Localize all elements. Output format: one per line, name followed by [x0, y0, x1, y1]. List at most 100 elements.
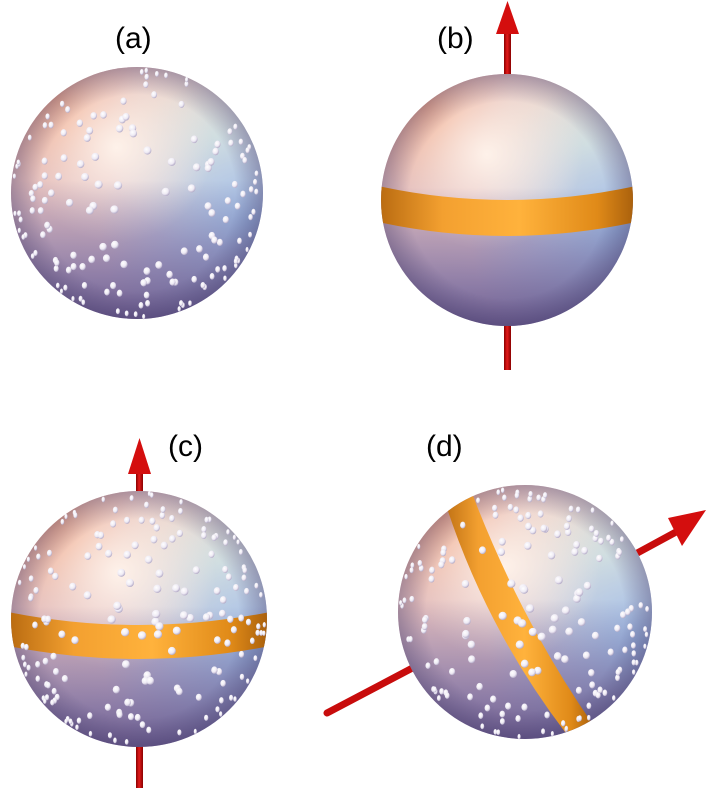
surface-particle: [588, 669, 595, 677]
surface-particle: [404, 573, 408, 580]
surface-particle: [116, 289, 123, 297]
surface-particle: [589, 681, 596, 689]
surface-particle: [606, 534, 612, 542]
surface-particle: [161, 187, 170, 197]
surface-particle: [577, 715, 582, 722]
surface-particle: [238, 614, 245, 622]
surface-particle: [94, 180, 103, 189]
surface-particle: [70, 251, 77, 260]
surface-particle: [249, 637, 255, 645]
surface-particle: [12, 173, 16, 179]
surface-particle: [200, 281, 206, 289]
surface-particle: [256, 623, 261, 630]
surface-particle: [124, 698, 131, 707]
surface-particle: [561, 720, 566, 727]
axis-c-upper: [136, 470, 143, 510]
surface-particle: [20, 642, 25, 650]
surface-particle: [214, 140, 221, 148]
surface-particle: [193, 728, 197, 735]
surface-particle: [237, 237, 242, 245]
surface-particle: [70, 263, 77, 271]
surface-particle: [561, 606, 570, 615]
surface-particle: [207, 516, 212, 523]
surface-particle: [492, 511, 499, 519]
surface-particle: [33, 586, 39, 594]
surface-particle: [259, 592, 263, 598]
surface-particle: [121, 660, 130, 669]
surface-particle: [30, 253, 35, 259]
surface-particle: [568, 505, 574, 513]
surface-particle: [478, 546, 487, 555]
surface-particle: [185, 76, 189, 83]
surface-particle: [399, 600, 403, 606]
surface-particle: [575, 506, 581, 513]
surface-particle: [643, 643, 647, 650]
surface-particle: [498, 537, 506, 546]
surface-particle: [69, 582, 77, 591]
surface-particle: [554, 576, 563, 585]
surface-particle: [588, 525, 595, 533]
surface-particle: [573, 594, 581, 603]
surface-particle: [60, 518, 65, 525]
surface-particle: [91, 152, 100, 161]
surface-particle: [499, 718, 505, 725]
surface-particle: [166, 270, 173, 279]
surface-particle: [225, 573, 232, 581]
surface-particle: [233, 123, 238, 130]
surface-particle: [59, 100, 65, 108]
surface-particle: [104, 288, 110, 296]
surface-particle: [64, 718, 68, 725]
surface-particle: [587, 714, 591, 721]
surface-particle: [48, 189, 55, 197]
surface-particle: [155, 261, 163, 269]
surface-particle: [22, 564, 27, 570]
surface-particle: [547, 551, 556, 560]
surface-particle: [169, 515, 175, 522]
surface-particle: [436, 695, 441, 702]
surface-particle: [238, 138, 244, 145]
axis-c-arrowhead: [128, 438, 151, 474]
surface-particle: [13, 210, 17, 217]
surface-particle: [24, 643, 29, 651]
surface-particle: [53, 668, 59, 676]
surface-particle: [610, 520, 614, 527]
surface-particle: [102, 254, 111, 263]
surface-particle: [609, 538, 615, 546]
surface-particle: [146, 726, 152, 734]
surface-particle: [186, 614, 195, 623]
surface-particle: [230, 626, 237, 634]
surface-particle: [140, 279, 147, 287]
surface-particle: [201, 532, 207, 539]
surface-particle: [242, 567, 248, 574]
surface-particle: [144, 501, 149, 509]
surface-particle: [528, 627, 538, 637]
surface-particle: [439, 688, 444, 695]
surface-particle: [195, 693, 202, 701]
surface-particle: [110, 205, 119, 214]
surface-particle: [142, 313, 146, 320]
surface-particle: [116, 710, 123, 719]
surface-particle: [238, 549, 243, 555]
particles-a: [12, 67, 259, 320]
surface-particle: [586, 702, 592, 710]
surface-particle: [224, 639, 231, 647]
surface-particle: [534, 666, 542, 675]
panel-a-label: (a): [115, 22, 152, 55]
surface-particle: [528, 490, 533, 498]
surface-particle: [81, 281, 88, 289]
surface-particle: [500, 487, 505, 494]
surface-particle: [253, 178, 258, 186]
surface-particle: [521, 703, 528, 711]
surface-particle: [548, 625, 557, 634]
surface-particle: [484, 704, 491, 712]
surface-particle: [496, 489, 501, 496]
surface-particle: [421, 623, 428, 631]
surface-particle: [517, 733, 521, 740]
surface-particle: [224, 197, 232, 205]
surface-particle: [542, 492, 548, 499]
surface-particle: [234, 262, 238, 269]
surface-particle: [593, 529, 600, 537]
surface-particle: [634, 659, 639, 666]
surface-particle: [120, 97, 127, 105]
